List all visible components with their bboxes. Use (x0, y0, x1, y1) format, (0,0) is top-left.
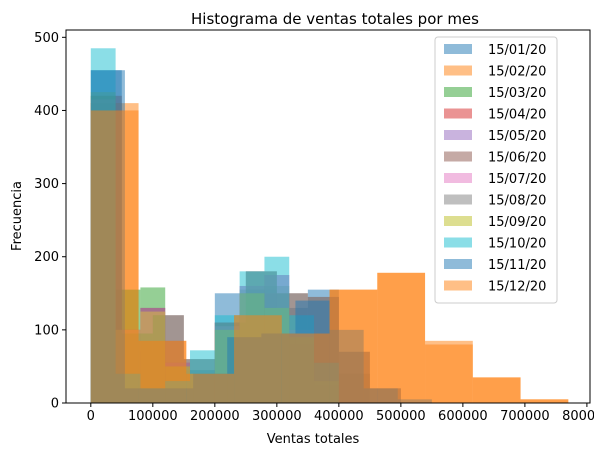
x-tick-label: 700000 (500, 409, 550, 424)
y-axis-ticks: 0 100 200 300 400 500 (34, 31, 66, 412)
histogram-bar (234, 315, 282, 403)
legend-label: 15/01/20 (488, 43, 546, 58)
legend: 15/01/20 15/02/20 15/03/20 15/04/20 15/05/20… (434, 36, 558, 304)
x-tick-label: 300000 (252, 409, 302, 424)
legend-swatch (444, 130, 472, 140)
legend-label: 15/07/20 (488, 172, 546, 187)
x-tick-label: 100000 (128, 409, 178, 424)
y-tick-label: 0 (51, 397, 59, 412)
legend-label: 15/04/20 (488, 108, 546, 123)
legend-swatch (444, 259, 472, 269)
histogram-bar (377, 272, 426, 403)
y-tick-label: 200 (34, 250, 59, 265)
y-tick-label: 100 (34, 323, 59, 338)
plot-frame (65, 29, 591, 404)
legend-label: 15/09/20 (488, 215, 546, 230)
legend-swatch (444, 194, 472, 205)
histogram-bars (90, 48, 569, 404)
y-tick-label: 300 (34, 177, 59, 192)
x-tick-label: 800000 (562, 409, 594, 424)
legend-label: 15/12/20 (488, 280, 546, 295)
legend-swatch (444, 108, 472, 119)
legend-label: 15/03/20 (488, 86, 546, 101)
x-tick-label: 600000 (438, 409, 488, 424)
legend-label: 15/11/20 (488, 258, 546, 273)
legend-swatch (444, 65, 472, 76)
legend-swatch (444, 216, 472, 226)
legend-box (434, 36, 558, 304)
x-axis-label: Ventas totales (267, 432, 360, 447)
histogram-bar (472, 377, 521, 403)
x-axis-ticks: 0 100000 200000 300000 400000 500000 600000 700… (87, 403, 594, 424)
histogram-bar (520, 399, 569, 403)
legend-swatch (444, 237, 472, 248)
histogram-bar (186, 373, 235, 403)
legend-swatch (444, 151, 472, 162)
y-tick-label: 400 (34, 104, 59, 119)
legend-label: 15/05/20 (488, 129, 546, 144)
legend-label: 15/08/20 (488, 194, 546, 209)
histogram-bar (425, 340, 473, 403)
y-tick-label: 500 (34, 31, 59, 46)
histogram-bar (329, 289, 378, 403)
x-tick-label: 500000 (376, 409, 426, 424)
legend-label: 15/10/20 (488, 237, 546, 252)
chart-title: Histograma de ventas totales por mes (191, 10, 479, 28)
histogram-bar (90, 110, 139, 403)
histogram-bar (138, 340, 187, 403)
y-axis-label: Frecuencia (10, 181, 25, 251)
legend-swatch (444, 173, 472, 183)
series-12-bars (90, 110, 569, 403)
x-tick-label: 400000 (314, 409, 364, 424)
histogram-bar (281, 333, 330, 403)
legend-swatch (444, 44, 472, 54)
x-tick-label: 200000 (190, 409, 240, 424)
legend-label: 15/02/20 (488, 65, 546, 80)
legend-swatch (444, 280, 472, 291)
legend-swatch (444, 87, 472, 97)
x-tick-label: 0 (87, 409, 95, 424)
legend-label: 15/06/20 (488, 151, 546, 166)
